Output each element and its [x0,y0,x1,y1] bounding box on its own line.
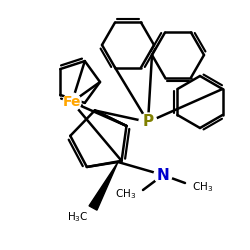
Text: Fe: Fe [63,95,81,109]
Polygon shape [89,162,118,210]
Circle shape [154,166,172,184]
Circle shape [63,93,81,111]
Text: CH$_3$: CH$_3$ [192,180,213,194]
Text: N: N [156,168,170,182]
Text: P: P [142,114,154,130]
Circle shape [139,113,157,131]
Text: H$_3$C: H$_3$C [68,210,89,224]
Text: CH$_3$: CH$_3$ [115,187,136,201]
